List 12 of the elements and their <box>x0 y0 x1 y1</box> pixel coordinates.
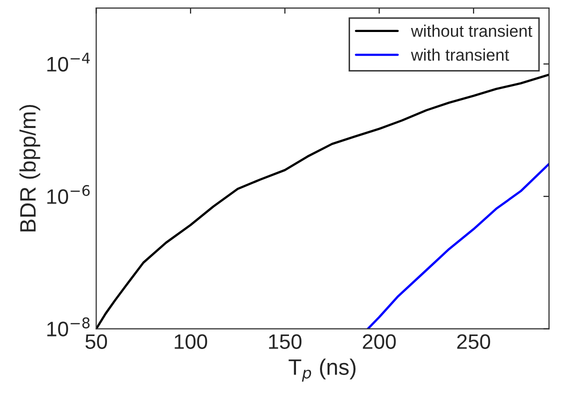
y-axis-title: BDR (bpp/m) <box>19 104 40 232</box>
y-tick-label: 10$^{−4}$ <box>47 52 90 72</box>
x-tick-label: 150 <box>269 334 302 349</box>
legend-label: without transient <box>410 24 532 37</box>
x-tick-label: 100 <box>174 334 208 349</box>
x-tick-label: 200 <box>362 334 396 349</box>
x-tick-label: 50 <box>85 334 107 349</box>
legend-label: with transient <box>410 48 510 61</box>
line-series <box>366 162 550 329</box>
x-tick-label: 250 <box>457 334 490 349</box>
y-tick-label: 10$^{−6}$ <box>47 184 90 204</box>
x-axis-title: T$_{p}$ (ns) <box>288 358 356 382</box>
